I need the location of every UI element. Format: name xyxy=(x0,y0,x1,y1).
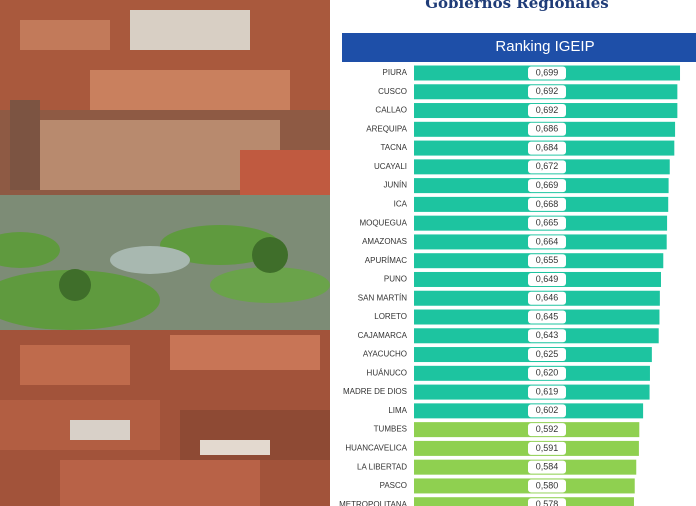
value-label-box xyxy=(528,272,566,286)
value-label-box xyxy=(528,404,566,418)
value-label-box xyxy=(528,479,566,493)
value-label: 0,643 xyxy=(536,330,559,340)
value-label-box xyxy=(528,197,566,211)
value-label: 0,672 xyxy=(536,161,559,171)
bar xyxy=(414,422,640,438)
value-label: 0,584 xyxy=(536,462,559,472)
value-label: 0,619 xyxy=(536,386,559,396)
value-label: 0,684 xyxy=(536,142,559,152)
value-label: 0,668 xyxy=(536,199,559,209)
bar xyxy=(414,478,635,494)
category-label: CALLAO xyxy=(375,106,407,115)
value-label: 0,620 xyxy=(536,368,559,378)
value-label-box xyxy=(528,141,566,155)
bar xyxy=(414,440,639,456)
category-label: METROPOLITANA xyxy=(339,500,408,506)
category-label: UCAYALI xyxy=(374,162,407,171)
value-label: 0,580 xyxy=(536,480,559,490)
chart-title: Gobiernos Regionales xyxy=(425,0,609,12)
value-label-box xyxy=(528,235,566,249)
value-label: 0,692 xyxy=(536,105,559,115)
header-bar xyxy=(342,33,696,62)
category-label: AREQUIPA xyxy=(366,124,407,133)
value-label: 0,592 xyxy=(536,424,559,434)
value-label-box xyxy=(528,423,566,437)
value-label-box xyxy=(528,104,566,118)
value-label: 0,664 xyxy=(536,236,559,246)
bar xyxy=(414,497,634,506)
value-label: 0,686 xyxy=(536,124,559,134)
value-label: 0,625 xyxy=(536,349,559,359)
category-label: SAN MARTÍN xyxy=(358,293,407,302)
city-photo xyxy=(0,0,330,506)
value-label-box xyxy=(528,441,566,455)
category-label: APURÍMAC xyxy=(365,256,407,265)
value-label-box xyxy=(528,122,566,136)
category-label: TACNA xyxy=(380,143,407,152)
category-label: MOQUEGUA xyxy=(359,218,407,227)
category-label: HUANCAVELICA xyxy=(345,444,407,453)
value-label: 0,649 xyxy=(536,274,559,284)
chart-subtitle: Ranking IGEIP xyxy=(495,38,594,55)
value-label: 0,669 xyxy=(536,180,559,190)
value-label-box xyxy=(528,310,566,324)
value-label-box xyxy=(528,179,566,193)
value-label-box xyxy=(528,329,566,343)
category-label: AYACUCHO xyxy=(363,350,407,359)
category-label: PUNO xyxy=(384,275,407,284)
category-label: LORETO xyxy=(374,312,407,321)
value-label-box xyxy=(528,498,566,506)
value-label-box xyxy=(528,348,566,362)
category-label: MADRE DE DIOS xyxy=(343,387,407,396)
category-label: PIURA xyxy=(383,68,408,77)
value-label: 0,602 xyxy=(536,405,559,415)
value-label: 0,699 xyxy=(536,67,559,77)
value-label-box xyxy=(528,85,566,99)
bar xyxy=(414,459,637,475)
category-label: HUÁNUCO xyxy=(367,368,407,377)
value-label-box xyxy=(528,254,566,268)
value-label: 0,655 xyxy=(536,255,559,265)
value-label-box xyxy=(528,291,566,305)
value-label: 0,665 xyxy=(536,218,559,228)
category-label: TUMBES xyxy=(374,425,407,434)
category-label: CAJAMARCA xyxy=(358,331,408,340)
value-label-box xyxy=(528,460,566,474)
value-label: 0,591 xyxy=(536,443,559,453)
value-label: 0,578 xyxy=(536,499,559,506)
category-label: LA LIBERTAD xyxy=(357,462,407,471)
category-label: LIMA xyxy=(388,406,407,415)
value-label-box xyxy=(528,216,566,230)
category-label: JUNÍN xyxy=(383,181,407,190)
value-label-box xyxy=(528,66,566,80)
value-label: 0,692 xyxy=(536,86,559,96)
value-label: 0,646 xyxy=(536,293,559,303)
value-label: 0,645 xyxy=(536,311,559,321)
category-label: AMAZONAS xyxy=(362,237,407,246)
value-label-box xyxy=(528,160,566,174)
value-label-box xyxy=(528,366,566,380)
value-label-box xyxy=(528,385,566,399)
category-label: ICA xyxy=(394,199,408,208)
category-label: CUSCO xyxy=(378,87,407,96)
category-label: PASCO xyxy=(380,481,407,490)
